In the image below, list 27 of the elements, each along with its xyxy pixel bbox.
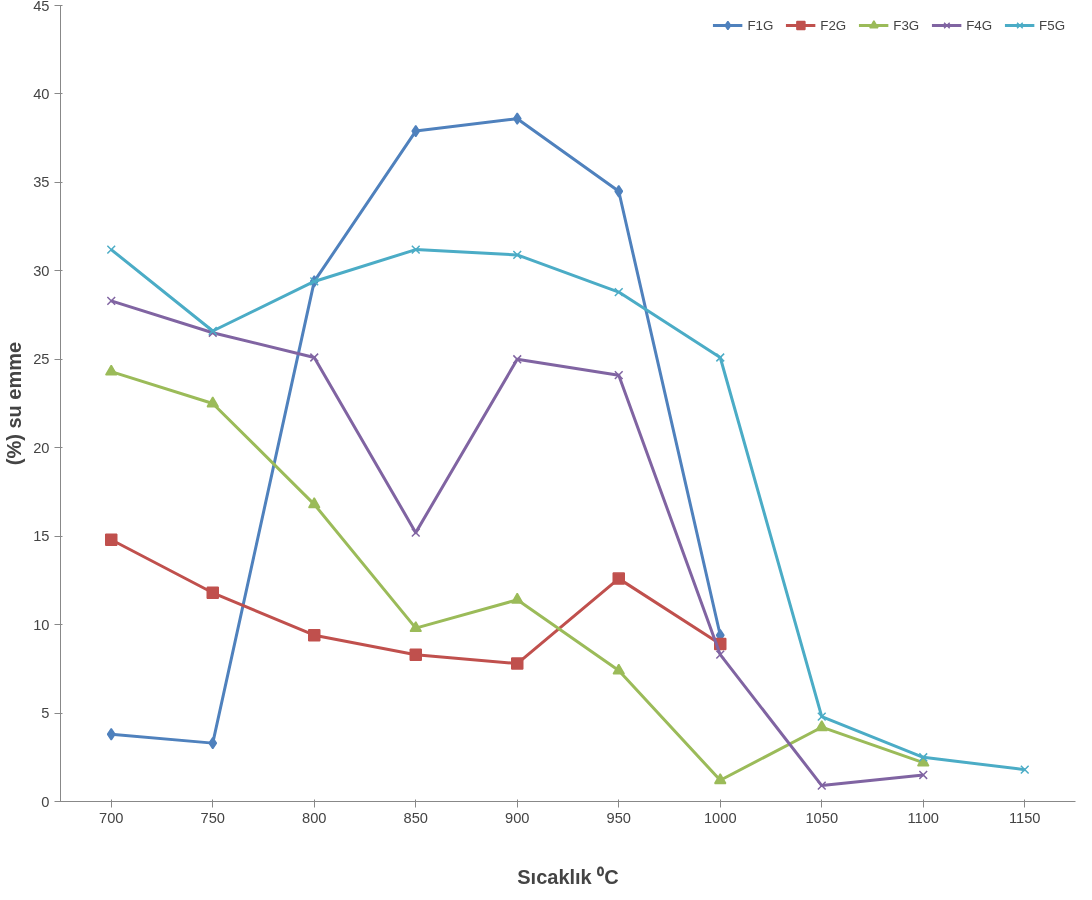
x-tick-label: 700 bbox=[99, 809, 124, 826]
legend-label: F3G bbox=[893, 17, 920, 33]
legend-label: F4G bbox=[966, 17, 993, 33]
y-tick-label: 35 bbox=[33, 174, 50, 191]
y-tick-label: 25 bbox=[33, 351, 50, 368]
y-axis-title: (%) su emme bbox=[3, 341, 26, 466]
y-tick-label: 30 bbox=[33, 262, 50, 279]
y-tick-label: 10 bbox=[33, 616, 50, 633]
legend-label: F5G bbox=[1039, 17, 1065, 33]
x-tick-label: 850 bbox=[403, 809, 428, 826]
x-tick-label: 1050 bbox=[805, 809, 839, 826]
legend-label: F1G bbox=[747, 17, 774, 33]
x-tick-label: 750 bbox=[200, 809, 225, 826]
x-tick-label: 1150 bbox=[1008, 809, 1041, 826]
y-tick-label: 45 bbox=[33, 0, 50, 14]
x-tick-label: 950 bbox=[606, 809, 631, 826]
y-tick-label: 0 bbox=[41, 793, 50, 810]
x-axis-title: Sıcaklık ⁰C bbox=[517, 865, 619, 888]
legend-label: F2G bbox=[820, 17, 847, 33]
y-tick-label: 20 bbox=[33, 439, 50, 456]
y-tick-label: 40 bbox=[33, 85, 50, 102]
y-tick-label: 15 bbox=[33, 528, 50, 545]
x-tick-label: 900 bbox=[505, 809, 530, 826]
x-tick-label: 1000 bbox=[703, 809, 737, 826]
x-tick-label: 800 bbox=[302, 809, 327, 826]
x-tick-label: 1100 bbox=[907, 809, 940, 826]
y-tick-label: 5 bbox=[41, 705, 50, 722]
